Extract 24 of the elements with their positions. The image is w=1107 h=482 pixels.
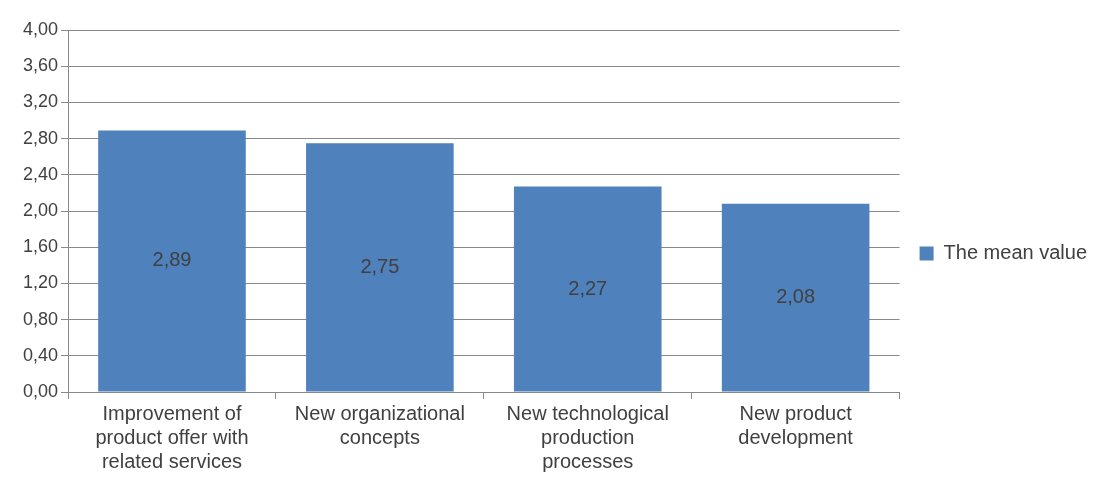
- data-label: 2,75: [360, 254, 400, 277]
- x-tick-label: New organizational concepts: [294, 401, 465, 448]
- y-tick-label: 1,60: [22, 236, 59, 257]
- legend-label: The mean value: [943, 241, 1087, 264]
- x-tick-label: Improvement of product offer with related services: [95, 401, 249, 472]
- y-tick-label: 3,20: [22, 91, 59, 112]
- bar: [98, 130, 246, 392]
- x-tick-label: New technological production processes: [506, 401, 669, 472]
- y-tick-label: 4,00: [22, 18, 59, 39]
- data-label: 2,89: [152, 248, 192, 271]
- y-tick-label: 2,80: [22, 127, 59, 148]
- data-label: 2,27: [568, 276, 608, 299]
- y-tick-label: 2,40: [22, 163, 59, 184]
- bar: [306, 143, 454, 392]
- data-label: 2,08: [776, 285, 816, 308]
- y-tick-label: 2,00: [22, 199, 59, 220]
- y-tick-label: 3,60: [22, 55, 59, 76]
- x-tick-label: New product development: [738, 401, 854, 448]
- y-tick-label: 0,80: [22, 308, 59, 329]
- bar: [513, 186, 662, 392]
- y-tick-label: 0,40: [22, 344, 59, 365]
- y-tick-label: 1,20: [22, 272, 59, 293]
- bar: [721, 203, 870, 392]
- y-tick-label: 0,00: [22, 380, 59, 401]
